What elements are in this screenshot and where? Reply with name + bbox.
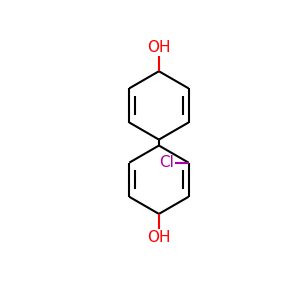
Text: Cl: Cl <box>159 155 174 170</box>
Text: OH: OH <box>147 40 171 55</box>
Text: OH: OH <box>147 230 171 245</box>
